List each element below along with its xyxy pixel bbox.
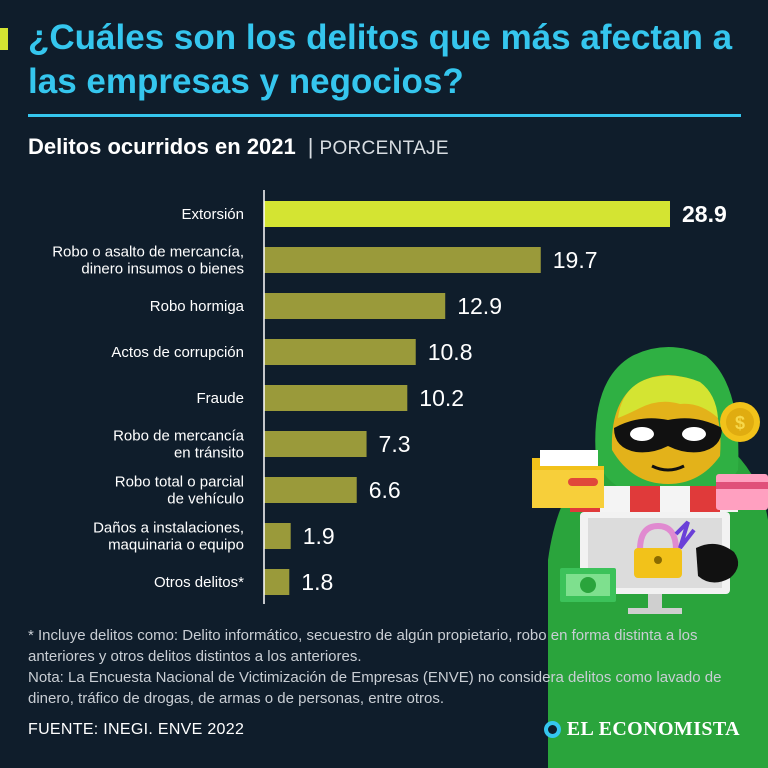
value-label-7: 1.9	[303, 523, 335, 549]
bar-7	[264, 523, 291, 549]
subtitle-separator: |	[307, 134, 314, 159]
footnotes: * Incluye delitos como: Delito informáti…	[28, 625, 748, 709]
bar-8	[264, 569, 290, 595]
bar-0	[264, 201, 670, 227]
chart-title: Delitos ocurridos en 2021	[28, 134, 296, 159]
category-label-8: Otros delitos*	[154, 574, 244, 591]
brand-mark-icon	[543, 721, 561, 738]
chart-unit: PORCENTAJE	[319, 138, 449, 159]
category-label-3: Actos de corrupción	[111, 344, 244, 361]
accent-bar	[0, 28, 8, 50]
title-divider	[28, 114, 741, 117]
brand-name: EL ECONOMISTA	[566, 718, 740, 740]
category-label-4: Fraude	[196, 390, 244, 407]
value-label-4: 10.2	[419, 385, 464, 411]
chart-subtitle: Delitos ocurridos en 2021 | PORCENTAJE	[28, 133, 449, 163]
category-label-6: Robo total o parcial de vehículo	[115, 474, 244, 508]
value-label-3: 10.8	[428, 339, 473, 365]
category-label-5: Robo de mercancía en tránsito	[113, 428, 245, 462]
value-label-2: 12.9	[457, 293, 502, 319]
value-label-0: 28.9	[682, 201, 727, 227]
footnote-asterisk: * Incluye delitos como: Delito informáti…	[28, 627, 698, 665]
source-text: FUENTE: INEGI. ENVE 2022	[28, 721, 245, 738]
value-label-6: 6.6	[369, 477, 401, 503]
bar-1	[264, 247, 541, 273]
bar-2	[264, 293, 446, 319]
category-label-0: Extorsión	[181, 206, 244, 223]
brand-logo: EL ECONOMISTA	[543, 718, 740, 741]
footnote-note: Nota: La Encuesta Nacional de Victimizac…	[28, 669, 722, 707]
value-label-1: 19.7	[553, 247, 598, 273]
bar-6	[264, 477, 357, 503]
value-label-5: 7.3	[379, 431, 411, 457]
category-label-2: Robo hormiga	[150, 298, 245, 315]
category-label-1: Robo o asalto de mercancía, dinero insumo…	[52, 244, 244, 278]
value-label-8: 1.8	[301, 569, 333, 595]
bar-4	[264, 385, 408, 411]
category-label-7: Daños a instalaciones, maquinaria o equip…	[93, 520, 244, 554]
bar-3	[264, 339, 416, 365]
page-title: ¿Cuáles son los delitos que más afectan …	[28, 18, 733, 101]
bar-5	[264, 431, 367, 457]
